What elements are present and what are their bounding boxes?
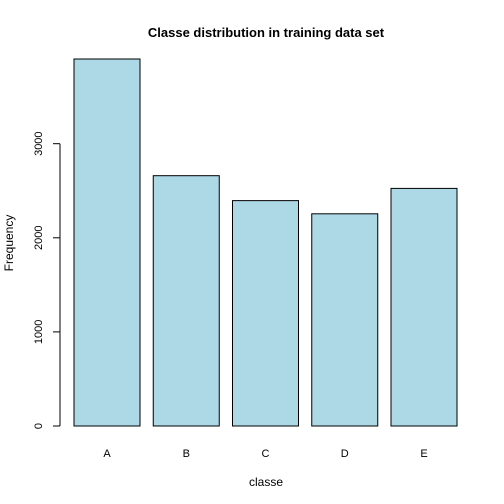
y-tick-label-1000: 1000 xyxy=(33,320,45,344)
y-axis: 0 1000 2000 3000 xyxy=(33,131,61,429)
x-axis-tick-labels: A B C D E xyxy=(103,448,427,460)
x-tick-label-A: A xyxy=(103,448,111,460)
bar-A xyxy=(73,58,141,427)
x-tick-label-D: D xyxy=(341,448,349,460)
bar-E xyxy=(390,187,458,427)
y-tick-label-3000: 3000 xyxy=(33,131,45,155)
bar-C xyxy=(232,200,299,427)
bar-B xyxy=(152,175,220,427)
bars-group xyxy=(73,58,458,427)
x-tick-label-C: C xyxy=(262,448,270,460)
y-axis-label: Frequency xyxy=(2,215,16,272)
x-tick-label-E: E xyxy=(420,448,427,460)
x-tick-label-B: B xyxy=(183,448,190,460)
x-axis-label: classe xyxy=(249,475,283,489)
chart-title: Classe distribution in training data set xyxy=(148,25,385,40)
y-tick-label-0: 0 xyxy=(33,423,45,429)
bar-D xyxy=(311,213,379,427)
y-tick-label-2000: 2000 xyxy=(33,226,45,250)
